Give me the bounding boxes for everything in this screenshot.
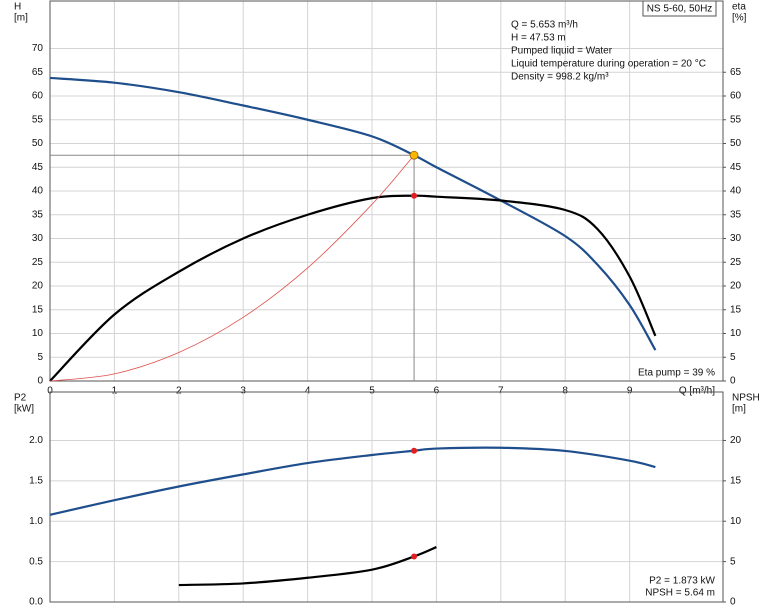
plot-frame — [49, 391, 724, 603]
y2-tick-label: 35 — [730, 209, 742, 220]
y-tick-label: 65 — [32, 67, 44, 78]
y2-tick-label: 15 — [730, 304, 742, 315]
y-tick-label: 60 — [32, 91, 44, 102]
info-line: H = 47.53 m — [511, 33, 566, 44]
y2-tick-label: 20 — [730, 435, 742, 446]
y-axis-title: [m] — [14, 13, 28, 24]
y2-axis-title: eta — [732, 2, 746, 13]
operating-point — [411, 447, 418, 454]
y-tick-label: 1.5 — [29, 475, 43, 486]
y2-tick-label: 60 — [730, 91, 742, 102]
curve — [49, 194, 657, 382]
result-text: Eta pump = 39 % — [638, 368, 715, 379]
y-tick-label: 40 — [32, 186, 44, 197]
info-line: Q = 5.653 m³/h — [511, 20, 578, 31]
y2-tick-label: 30 — [730, 233, 742, 244]
info-line: Liquid temperature during operation = 20… — [511, 59, 706, 70]
y-axis-title: H — [14, 2, 21, 13]
y-tick-label: 2.0 — [29, 435, 43, 446]
x-tick-label: 8 — [562, 386, 568, 397]
y-tick-label: 0 — [37, 376, 43, 387]
x-tick-label: 3 — [240, 386, 246, 397]
y-tick-label: 25 — [32, 257, 44, 268]
x-tick-label: 1 — [112, 386, 118, 397]
y2-tick-label: 5 — [730, 352, 736, 363]
x-tick-label: 4 — [305, 386, 311, 397]
y-tick-label: 35 — [32, 209, 44, 220]
y2-tick-label: 10 — [730, 328, 742, 339]
y-axis-title: P2 — [14, 393, 27, 404]
y-tick-label: 15 — [32, 304, 44, 315]
y-tick-label: 30 — [32, 233, 44, 244]
y-tick-label: 55 — [32, 114, 44, 125]
chart-title: NS 5-60, 50Hz — [647, 4, 713, 15]
y2-tick-label: 45 — [730, 162, 742, 173]
result-text: P2 = 1.873 kW — [649, 576, 715, 587]
y2-tick-label: 10 — [730, 516, 742, 527]
operating-point — [411, 192, 418, 199]
y2-tick-label: 25 — [730, 257, 742, 268]
y2-tick-label: 15 — [730, 475, 742, 486]
plot-frame — [49, 0, 724, 382]
y-tick-label: 50 — [32, 138, 44, 149]
x-tick-label: 9 — [627, 386, 633, 397]
y-tick-label: 5 — [37, 352, 43, 363]
y-tick-label: 70 — [32, 43, 44, 54]
y2-axis-title: [%] — [732, 13, 747, 24]
x-tick-label: 2 — [176, 386, 182, 397]
y-tick-label: 1.0 — [29, 516, 43, 527]
y2-tick-label: 20 — [730, 281, 742, 292]
y2-tick-label: 40 — [730, 186, 742, 197]
operating-point — [411, 553, 418, 560]
y2-tick-label: 50 — [730, 138, 742, 149]
y2-tick-label: 0 — [730, 597, 736, 608]
x-tick-label: 7 — [498, 386, 504, 397]
y2-tick-label: 0 — [730, 376, 736, 387]
title-box — [642, 0, 717, 17]
curve — [49, 446, 656, 516]
info-line: Pumped liquid = Water — [511, 46, 613, 57]
result-text: NPSH = 5.64 m — [645, 588, 715, 599]
y2-axis-title: NPSH — [732, 393, 760, 404]
y2-tick-label: 65 — [730, 67, 742, 78]
y2-tick-label: 5 — [730, 556, 736, 567]
y-tick-label: 0.5 — [29, 556, 43, 567]
curve — [49, 154, 415, 382]
info-line: Density = 998.2 kg/m³ — [511, 72, 609, 83]
x-axis-title: Q [m³/h] — [679, 386, 715, 397]
y2-tick-label: 55 — [730, 114, 742, 125]
y2-axis-title: [m] — [732, 404, 746, 415]
x-tick-label: 5 — [369, 386, 375, 397]
x-tick-label: 0 — [47, 386, 53, 397]
operating-point — [409, 150, 419, 160]
y-tick-label: 45 — [32, 162, 44, 173]
y-tick-label: 0.0 — [29, 597, 43, 608]
y-tick-label: 20 — [32, 281, 44, 292]
y-axis-title: [kW] — [14, 404, 34, 415]
y-tick-label: 10 — [32, 328, 44, 339]
x-tick-label: 6 — [434, 386, 440, 397]
